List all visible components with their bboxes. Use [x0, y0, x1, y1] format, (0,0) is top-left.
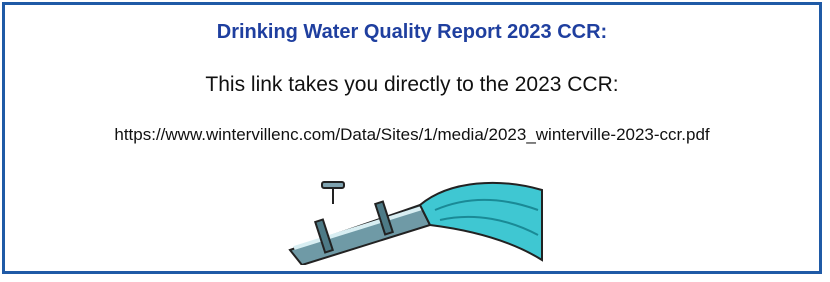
notice-box: Drinking Water Quality Report 2023 CCR: … — [2, 2, 822, 274]
title: Drinking Water Quality Report 2023 CCR: — [5, 21, 819, 44]
pipe-illustration — [280, 180, 545, 265]
intro-text: This link takes you directly to the 2023… — [5, 73, 819, 97]
page: Drinking Water Quality Report 2023 CCR: … — [0, 0, 830, 282]
ccr-link[interactable]: https://www.wintervillenc.com/Data/Sites… — [5, 125, 819, 145]
